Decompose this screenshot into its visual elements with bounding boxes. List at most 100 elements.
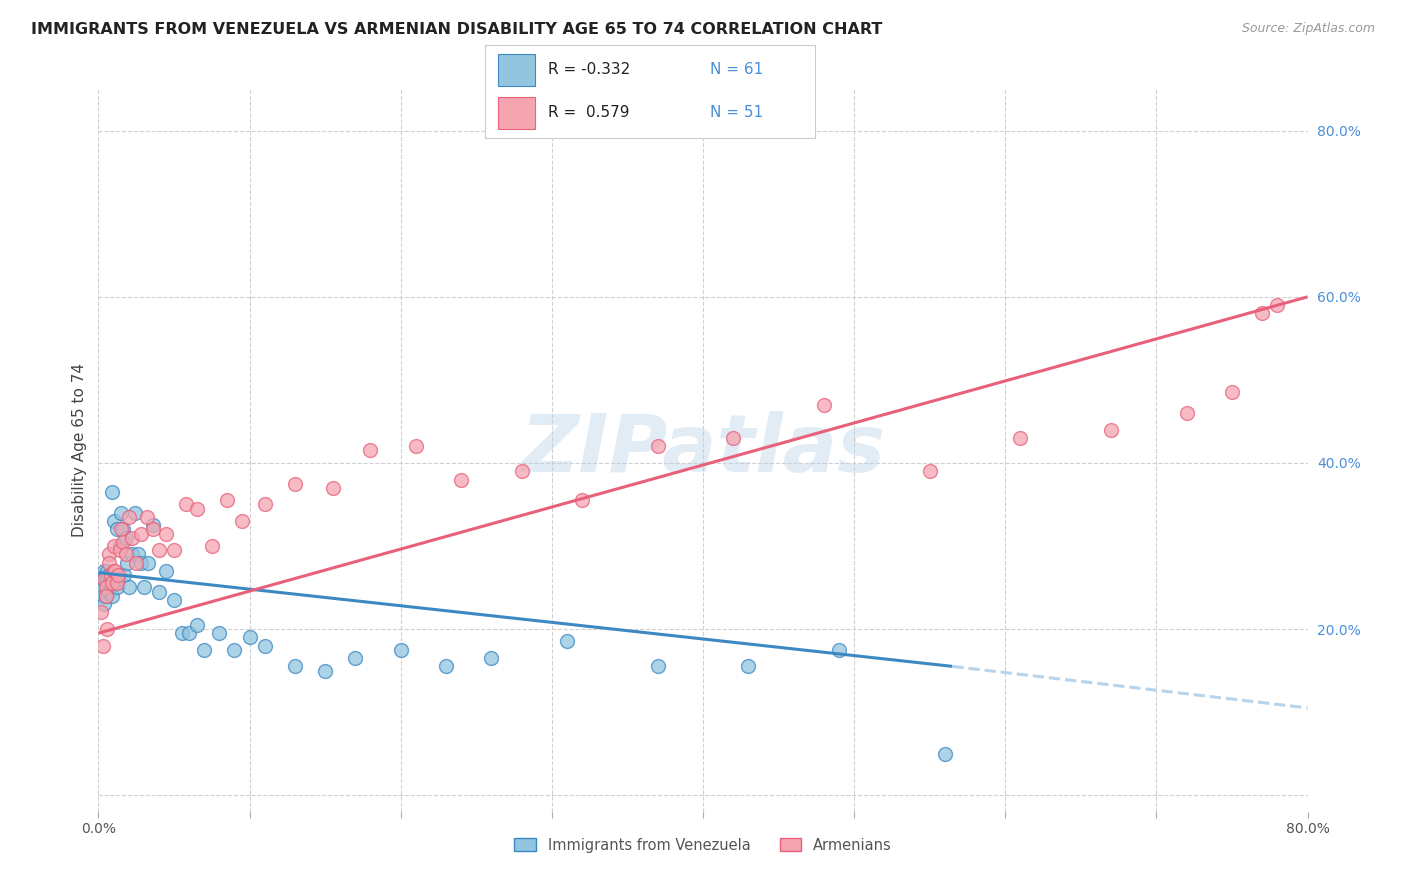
Point [737, 659, 759, 673]
Point [100, 568, 122, 582]
Point [555, 634, 578, 648]
Point [124, 506, 146, 520]
Point [98, 556, 121, 570]
Text: R = -0.332: R = -0.332 [548, 62, 630, 78]
Point [481, 651, 503, 665]
Text: Source: ZipAtlas.com: Source: ZipAtlas.com [1241, 22, 1375, 36]
Point [98, 547, 121, 561]
Point [90, 606, 112, 620]
Point [105, 522, 128, 536]
Point [111, 534, 134, 549]
Point [107, 572, 129, 586]
Point [121, 531, 143, 545]
Point [571, 493, 593, 508]
Point [94, 576, 117, 591]
Point [647, 439, 669, 453]
Point [101, 485, 124, 500]
Point [136, 556, 159, 570]
Point [918, 464, 941, 478]
Point [155, 564, 177, 578]
Point [121, 547, 143, 561]
Point [94, 572, 117, 586]
Point [314, 664, 336, 678]
Point [108, 543, 131, 558]
Point [344, 651, 367, 665]
Point [91, 639, 114, 653]
Point [91, 589, 114, 603]
Point [360, 443, 382, 458]
Point [91, 572, 114, 586]
Point [224, 642, 246, 657]
Point [104, 572, 127, 586]
Point [215, 493, 238, 508]
Point [322, 481, 344, 495]
Point [174, 498, 197, 512]
Point [135, 509, 157, 524]
Point [93, 572, 115, 586]
Text: R =  0.579: R = 0.579 [548, 105, 630, 120]
Point [101, 589, 124, 603]
Point [96, 581, 118, 595]
Point [103, 568, 125, 582]
Point [813, 398, 835, 412]
Point [208, 626, 231, 640]
Point [170, 626, 193, 640]
Point [96, 622, 118, 636]
Text: N = 61: N = 61 [710, 62, 763, 78]
FancyBboxPatch shape [498, 97, 534, 129]
Point [1099, 423, 1122, 437]
Point [405, 439, 427, 453]
Point [110, 506, 132, 520]
Point [100, 572, 122, 586]
Point [108, 539, 131, 553]
Point [90, 581, 112, 595]
Point [155, 526, 177, 541]
Point [129, 556, 152, 570]
Point [101, 576, 124, 591]
Point [125, 556, 148, 570]
Point [112, 568, 135, 582]
Point [94, 589, 117, 603]
Point [1220, 385, 1243, 400]
Point [98, 576, 121, 591]
Point [98, 584, 121, 599]
Point [389, 642, 412, 657]
Point [201, 539, 224, 553]
Point [114, 547, 136, 561]
Point [647, 659, 669, 673]
Point [142, 518, 165, 533]
Point [186, 618, 208, 632]
Point [115, 556, 138, 570]
FancyBboxPatch shape [498, 54, 534, 86]
Y-axis label: Disability Age 65 to 74: Disability Age 65 to 74 [72, 363, 87, 538]
Point [163, 593, 186, 607]
Point [96, 572, 118, 586]
Point [118, 509, 141, 524]
Point [163, 543, 186, 558]
Point [510, 464, 533, 478]
Point [94, 589, 117, 603]
Text: IMMIGRANTS FROM VENEZUELA VS ARMENIAN DISABILITY AGE 65 TO 74 CORRELATION CHART: IMMIGRANTS FROM VENEZUELA VS ARMENIAN DI… [31, 22, 883, 37]
Point [93, 597, 115, 611]
Point [103, 514, 125, 528]
Point [723, 431, 745, 445]
Point [1010, 431, 1032, 445]
Point [253, 639, 276, 653]
Point [148, 584, 170, 599]
Point [148, 543, 170, 558]
Point [142, 522, 165, 536]
Point [231, 514, 253, 528]
Point [239, 630, 262, 644]
Point [103, 539, 125, 553]
Point [1267, 298, 1289, 312]
Point [193, 642, 215, 657]
Point [127, 547, 149, 561]
Point [114, 531, 136, 545]
Point [100, 581, 122, 595]
Point [98, 568, 121, 582]
Point [105, 581, 128, 595]
Point [129, 526, 152, 541]
Point [94, 581, 117, 595]
Point [118, 581, 141, 595]
Point [186, 501, 208, 516]
